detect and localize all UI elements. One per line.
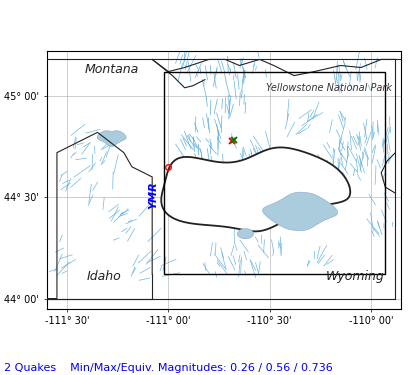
- Bar: [164, 72, 384, 274]
- Polygon shape: [237, 229, 253, 239]
- Text: Montana: Montana: [84, 63, 139, 76]
- Text: Idaho: Idaho: [86, 270, 121, 283]
- Polygon shape: [262, 192, 337, 231]
- Text: Wyoming: Wyoming: [325, 270, 383, 283]
- Polygon shape: [161, 147, 349, 231]
- Text: 2 Quakes    Min/Max/Equiv. Magnitudes: 0.26 / 0.56 / 0.736: 2 Quakes Min/Max/Equiv. Magnitudes: 0.26…: [4, 363, 332, 373]
- Polygon shape: [97, 131, 126, 147]
- Text: Yellowstone National Park: Yellowstone National Park: [265, 83, 391, 93]
- Text: YMR: YMR: [148, 181, 158, 209]
